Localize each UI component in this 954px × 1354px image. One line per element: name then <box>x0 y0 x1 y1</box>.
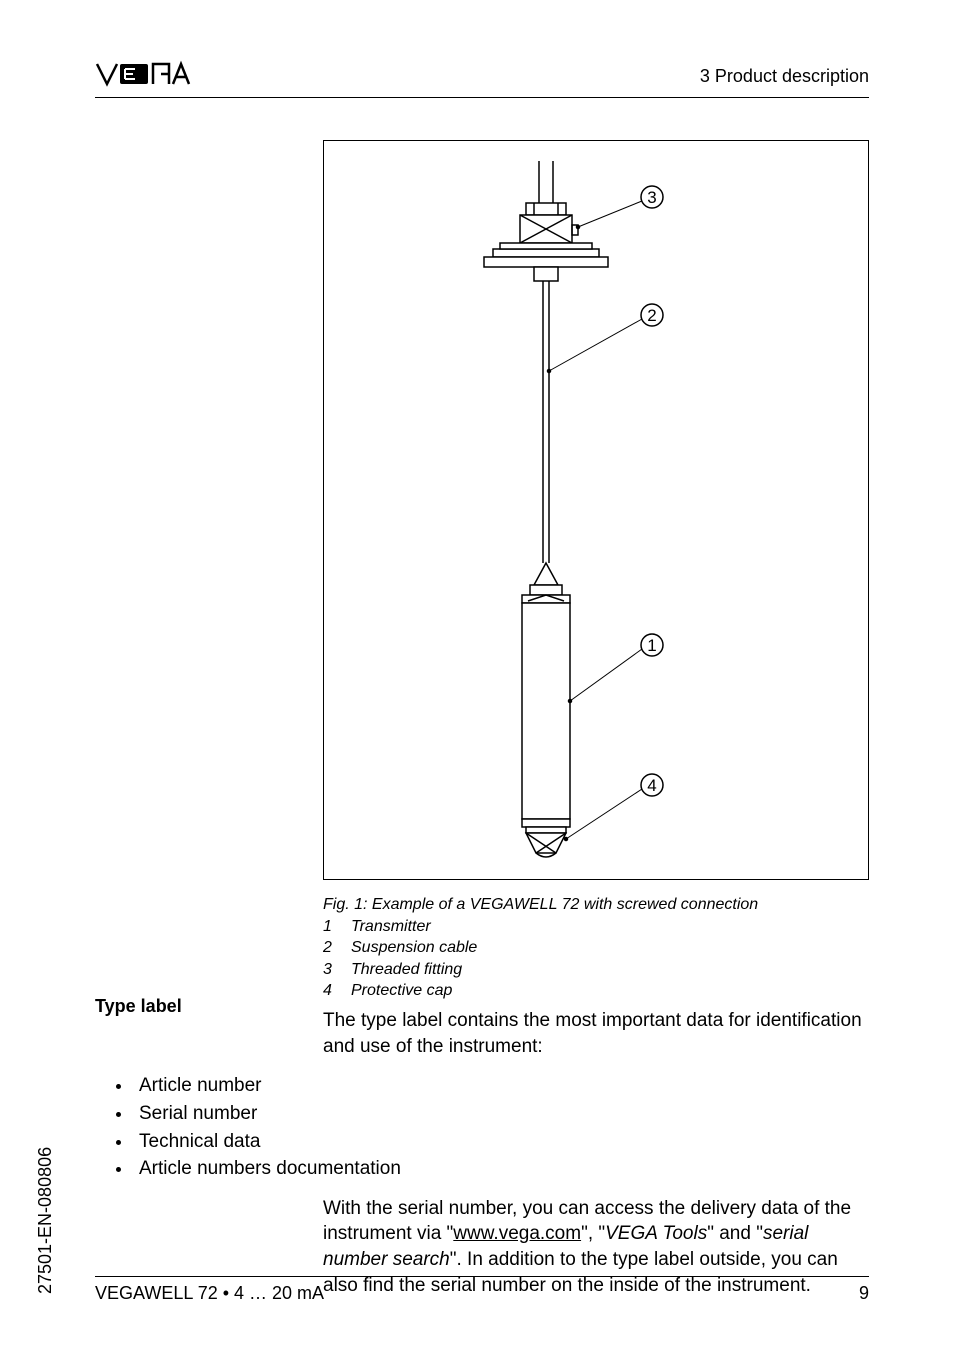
legend-row: 1 Transmitter <box>323 916 869 938</box>
legend-text: Protective cap <box>351 980 452 1002</box>
legend-num: 1 <box>323 916 351 938</box>
legend-text: Threaded fitting <box>351 959 462 981</box>
list-item: Article number <box>133 1073 869 1099</box>
legend-row: 3 Threaded fitting <box>323 959 869 981</box>
p2-em: VEGA Tools <box>605 1223 707 1244</box>
callout-3: 3 <box>647 188 656 207</box>
legend-num: 3 <box>323 959 351 981</box>
legend-num: 4 <box>323 980 351 1002</box>
callout-4: 4 <box>647 776 656 795</box>
section-title: 3 Product description <box>700 66 869 87</box>
figure-1: 3 2 1 4 <box>323 140 869 880</box>
page-header: 3 Product description <box>95 60 869 98</box>
p2-text: ", " <box>581 1223 605 1244</box>
list-item: Serial number <box>133 1101 869 1127</box>
page-number: 9 <box>859 1283 869 1304</box>
list-item: Technical data <box>133 1129 869 1155</box>
callout-1: 1 <box>647 636 656 655</box>
footer-left: VEGAWELL 72 • 4 … 20 mA <box>95 1283 324 1304</box>
legend-num: 2 <box>323 937 351 959</box>
url-link[interactable]: www.vega.com <box>453 1223 581 1244</box>
list-item: Article numbers documentation <box>133 1156 869 1182</box>
paragraph-1: The type label contains the most importa… <box>323 1008 869 1059</box>
p2-text: " and " <box>707 1223 763 1244</box>
page-footer: VEGAWELL 72 • 4 … 20 mA 9 <box>95 1276 869 1304</box>
legend-row: 2 Suspension cable <box>323 937 869 959</box>
legend-row: 4 Protective cap <box>323 980 869 1002</box>
document-code: 27501-EN-080806 <box>35 1147 56 1294</box>
vega-logo <box>95 60 195 93</box>
legend-text: Suspension cable <box>351 937 477 959</box>
page: 3 Product description <box>0 0 954 1354</box>
figure-caption: Fig. 1: Example of a VEGAWELL 72 with sc… <box>323 894 869 916</box>
side-heading-type-label: Type label <box>95 996 182 1017</box>
figure-caption-block: Fig. 1: Example of a VEGAWELL 72 with sc… <box>323 894 869 1002</box>
legend-text: Transmitter <box>351 916 431 938</box>
callout-2: 2 <box>647 306 656 325</box>
bullet-list: Article number Serial number Technical d… <box>133 1073 869 1182</box>
